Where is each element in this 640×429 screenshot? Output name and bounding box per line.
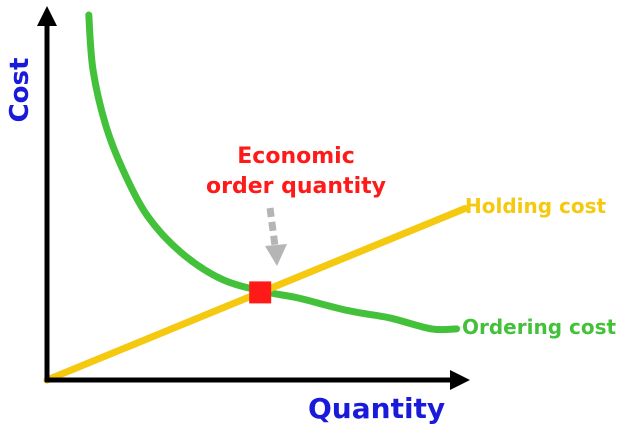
- callout-line-economic: Economic: [237, 144, 354, 169]
- plot-area: [43, 11, 469, 384]
- eoq-marker: [249, 281, 272, 304]
- x-axis-arrow-icon: [450, 370, 470, 390]
- series-line-ordering-cost: [85, 11, 461, 334]
- eoq-arrow-head: [265, 244, 287, 266]
- series-label-ordering-cost: Ordering cost: [462, 315, 616, 339]
- callout: Economic order quantity: [206, 144, 386, 199]
- eoq-arrow: [265, 207, 287, 266]
- y-axis-arrow-icon: [37, 6, 57, 26]
- axes: [37, 6, 470, 390]
- y-axis-label: Cost: [5, 58, 35, 123]
- callout-line-order-quantity: order quantity: [206, 174, 386, 199]
- eoq-arrow-shaft: [266, 207, 279, 247]
- series-label-holding-cost: Holding cost: [465, 194, 607, 218]
- x-axis-label: Quantity: [308, 392, 445, 425]
